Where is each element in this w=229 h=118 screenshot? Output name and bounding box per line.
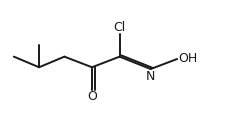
Text: O: O [87, 90, 96, 103]
Text: Cl: Cl [113, 21, 125, 34]
Text: N: N [145, 70, 155, 83]
Text: OH: OH [177, 53, 197, 65]
